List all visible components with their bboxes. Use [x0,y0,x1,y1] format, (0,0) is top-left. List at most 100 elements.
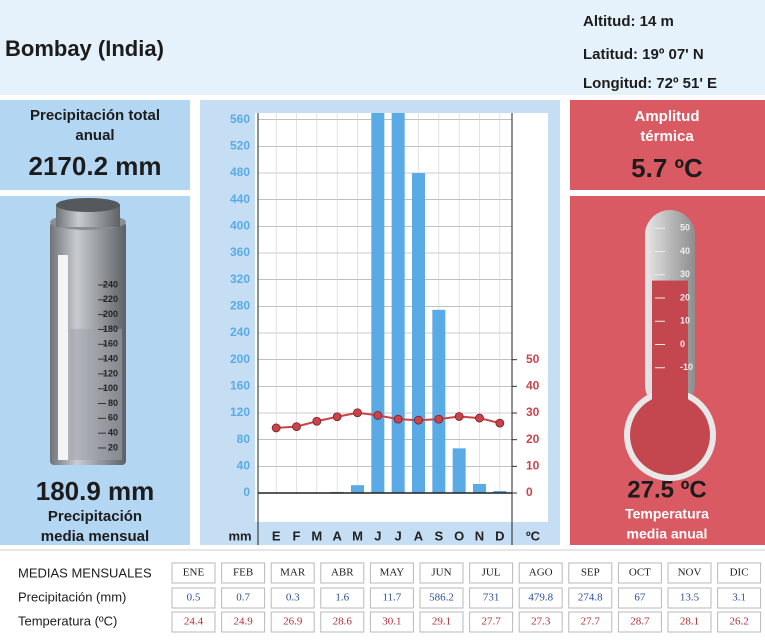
x-tick-label: O [454,528,464,543]
table-title: MEDIAS MENSUALES [18,565,152,580]
city: Bombay (India) [5,36,164,61]
precip-cell: 0.5 [187,592,201,604]
latitude: Latitud: 19º 07' N [583,46,704,63]
y-tick-label: 480 [230,165,250,179]
gauge-tick-label: 120 [103,368,118,378]
longitude: Longitud: 72º 51' E [583,75,717,92]
temp-point [293,423,301,431]
temp-point [354,409,362,417]
altitude: Altitud: 14 m [583,13,674,30]
precip-cell: 3.1 [732,592,746,604]
x-tick-label: M [352,528,363,543]
month-header: NOV [678,567,702,579]
temp-cell: 26.9 [283,616,303,628]
y-tick-label: 400 [230,219,250,233]
bar [412,173,425,493]
y-tick-label: 120 [230,405,250,419]
thermometer-tick-label: 20 [680,292,690,302]
y-tick-label: 160 [230,379,250,393]
y2-tick-label: 0 [526,485,533,499]
amplitude-value: 5.7 ºC [631,153,703,183]
temp-cell: 27.3 [531,616,551,628]
month-header: MAR [280,567,306,579]
thermometer-tick-label: -10 [680,362,693,372]
temp-cell: 30.1 [382,616,401,628]
temp-cell: 27.7 [581,616,601,628]
x-tick-label: D [495,528,504,543]
x-tick-label: A [414,528,424,543]
temp-point [415,416,423,424]
y2-axis-label: ºC [526,528,541,543]
y-tick-label: 560 [230,112,250,126]
gauge-tick-label: 200 [103,309,118,319]
gauge-tick-label: 80 [108,398,118,408]
row-label: Precipitación (mm) [18,589,126,604]
y2-tick-label: 10 [526,459,540,473]
gauge-tick-label: 140 [103,353,118,363]
precip-mean-label: Precipitación [48,508,142,525]
y-tick-label: 320 [230,272,250,286]
temp-cell: 28.7 [630,616,650,628]
month-header: FEB [233,567,253,579]
y-tick-label: 240 [230,325,250,339]
y-tick-label: 360 [230,245,250,259]
temp-cell: 28.6 [333,616,353,628]
precip-total-label: Precipitación total [30,107,160,124]
temp-point [374,411,382,419]
thermometer-tick-label: 50 [680,223,690,233]
gauge-tick-label: 100 [103,383,118,393]
gauge-tick-label: 20 [108,442,118,452]
bar [473,484,486,493]
temp-point [272,424,280,432]
precip-cell: 586.2 [429,592,454,604]
month-header: SEP [581,567,600,579]
bar [351,485,364,493]
temp-point [435,415,443,423]
y2-tick-label: 20 [526,432,540,446]
temp-point [476,414,484,422]
precip-cell: 13.5 [680,592,700,604]
precip-cell: 0.3 [286,592,300,604]
y-tick-label: 0 [243,485,250,499]
month-header: MAY [380,567,405,579]
temp-cell: 24.4 [184,616,204,628]
precip-cell: 11.7 [382,592,401,604]
temp-point [333,413,341,421]
y-axis-label: mm [228,528,251,543]
x-tick-label: S [434,528,443,543]
thermometer-tick-label: 0 [680,339,685,349]
month-header: OCT [629,567,651,579]
temp-cell: 28.1 [680,616,699,628]
temp-point [455,412,463,420]
precip-cell: 731 [483,592,500,604]
precip-cell: 274.8 [578,592,603,604]
y-tick-label: 40 [237,459,251,473]
amplitude-label: Amplitud [635,108,700,125]
x-tick-label: M [311,528,322,543]
precip-cell: 67 [634,592,646,604]
gauge-tick-label: 240 [103,279,118,289]
y-tick-label: 80 [237,432,251,446]
thermometer-tick-label: 30 [680,269,690,279]
bar [371,102,384,493]
gauge-tick-label: 180 [103,324,118,334]
gauge-tick-label: 40 [108,428,118,438]
month-header: AGO [529,567,553,579]
x-tick-label: J [374,528,381,543]
x-tick-label: E [272,528,281,543]
y2-tick-label: 50 [526,352,540,366]
precip-cell: 479.8 [528,592,553,604]
amplitude-label: térmica [640,128,694,145]
bar [432,310,445,493]
month-header: ABR [331,567,354,579]
month-header: DIC [730,567,749,579]
temp-mean-label: media anual [627,526,708,542]
x-tick-label: A [332,528,342,543]
x-tick-label: F [293,528,301,543]
gauge-tick-label: 60 [108,413,118,423]
y2-tick-label: 40 [526,379,540,393]
y-tick-label: 440 [230,192,250,206]
month-header: JUN [431,567,451,579]
